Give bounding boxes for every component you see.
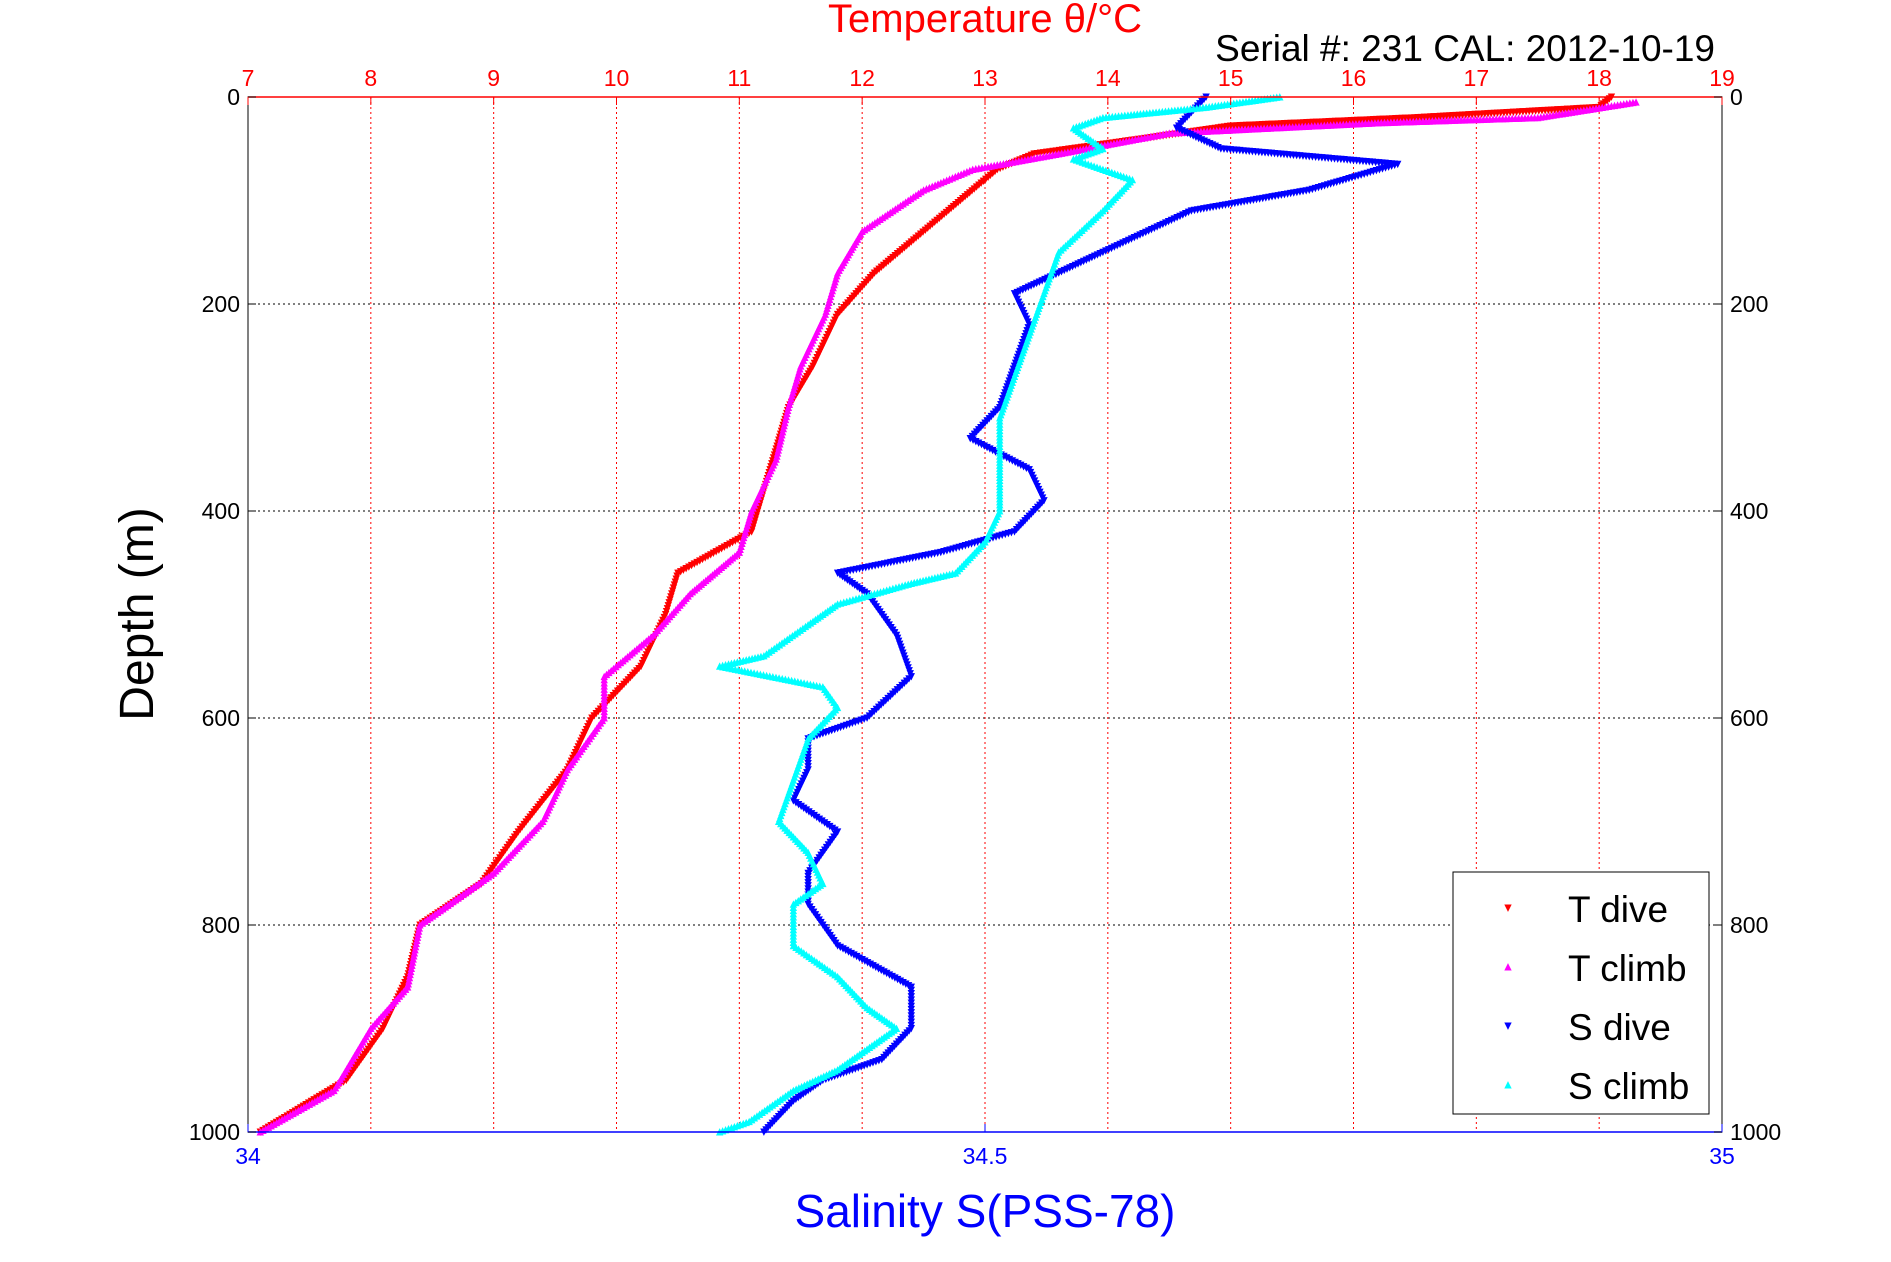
chart-title: Temperature θ/°C <box>828 0 1142 41</box>
depth-tick-label-left: 200 <box>202 291 240 317</box>
salinity-tick-label: 35 <box>1709 1143 1735 1169</box>
legend-marker-s-dive <box>1504 1022 1512 1030</box>
temperature-tick-label: 18 <box>1586 65 1612 91</box>
temperature-tick-label: 9 <box>487 65 500 91</box>
chart-subtitle: Serial #: 231 CAL: 2012-10-19 <box>1215 28 1715 69</box>
legend-label: S dive <box>1568 1007 1671 1048</box>
legend-label: T dive <box>1568 889 1668 930</box>
legend-box <box>1452 871 1710 1115</box>
salinity-tick-label: 34 <box>235 1143 261 1169</box>
legend-marker-t-climb <box>1504 963 1512 971</box>
temperature-tick-label: 15 <box>1218 65 1244 91</box>
temperature-tick-label: 12 <box>849 65 875 91</box>
legend-label: T climb <box>1568 948 1687 989</box>
depth-tick-label-left: 800 <box>202 912 240 938</box>
depth-tick-label-left: 1000 <box>189 1119 240 1145</box>
depth-tick-label-right: 400 <box>1730 498 1768 524</box>
series-s-climb <box>715 93 1284 1136</box>
series-s-dive <box>760 93 1402 1136</box>
depth-tick-label-left: 400 <box>202 498 240 524</box>
legend-label: S climb <box>1568 1066 1689 1107</box>
depth-tick-label-left: 0 <box>227 84 240 110</box>
salinity-tick-label: 34.5 <box>963 1143 1008 1169</box>
temperature-tick-label: 16 <box>1341 65 1367 91</box>
depth-tick-label-left: 600 <box>202 705 240 731</box>
legend-marker-s-climb <box>1504 1081 1512 1089</box>
y-axis-label: Depth (m) <box>111 507 164 720</box>
depth-tick-label-right: 600 <box>1730 705 1768 731</box>
series-layer <box>256 93 1640 1136</box>
x-axis-label: Salinity S(PSS-78) <box>795 1185 1176 1237</box>
depth-tick-label-right: 0 <box>1730 84 1743 110</box>
temperature-tick-label: 8 <box>364 65 377 91</box>
axes: 0 0 200 200 400 400 600 600 800 800 1000 1000 7 8 9 10 1… <box>189 65 1781 1169</box>
grid <box>248 97 1722 1132</box>
temperature-tick-label: 19 <box>1709 65 1735 91</box>
temperature-tick-label: 13 <box>972 65 998 91</box>
temperature-tick-label: 10 <box>604 65 630 91</box>
depth-tick-label-right: 800 <box>1730 912 1768 938</box>
temperature-tick-label: 11 <box>727 65 751 91</box>
depth-tick-label-right: 1000 <box>1730 1119 1781 1145</box>
legend-marker-t-dive <box>1504 904 1512 912</box>
temperature-tick-label: 17 <box>1464 65 1490 91</box>
depth-tick-label-right: 200 <box>1730 291 1768 317</box>
legend: T dive T climb S dive S climb <box>1452 871 1710 1115</box>
temperature-tick-label: 14 <box>1095 65 1121 91</box>
temperature-tick-label: 7 <box>242 65 255 91</box>
